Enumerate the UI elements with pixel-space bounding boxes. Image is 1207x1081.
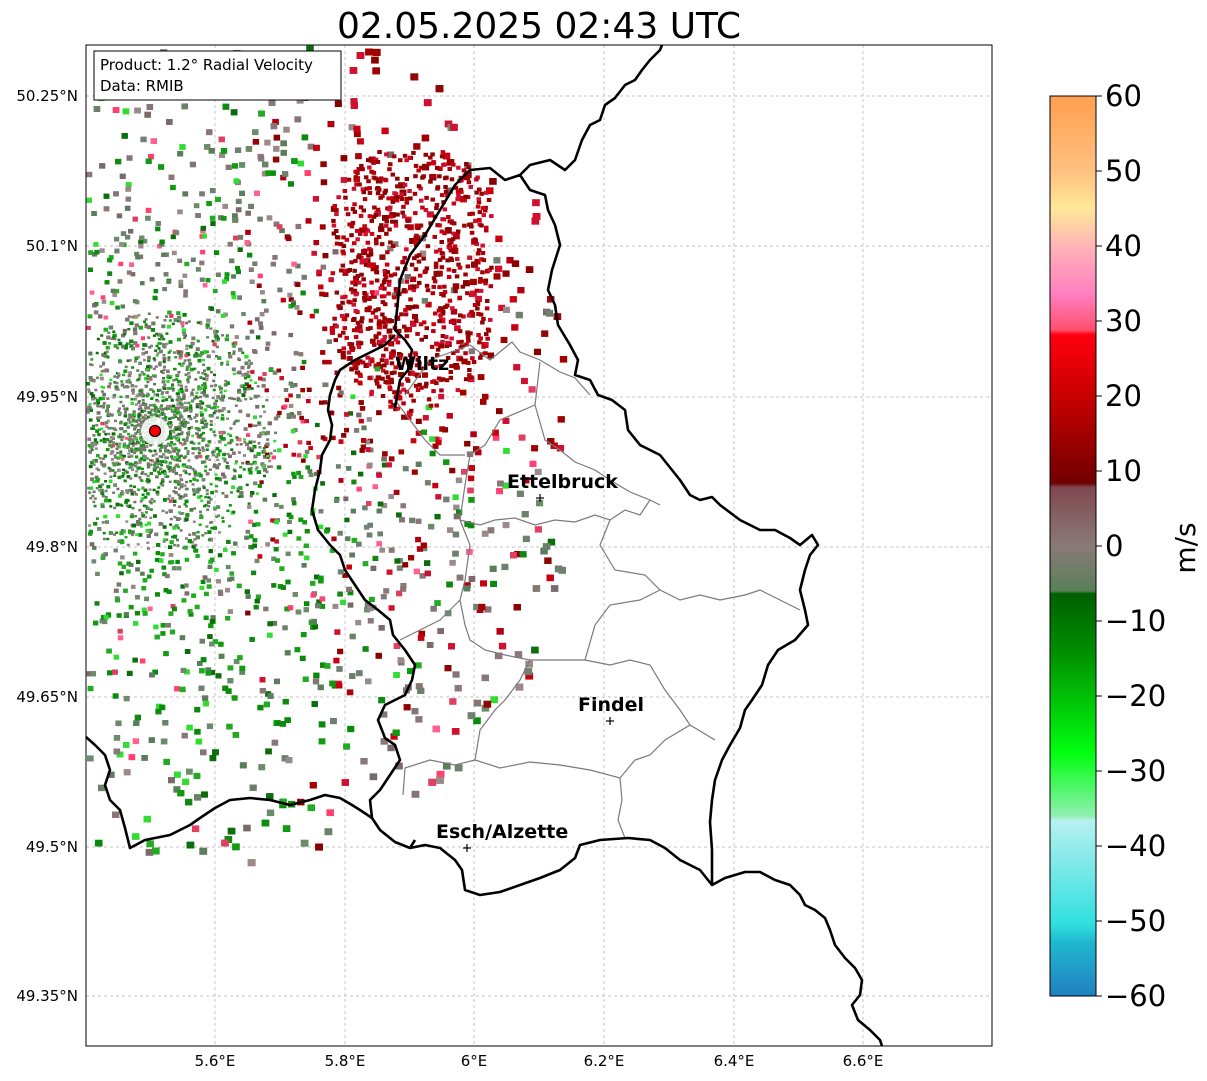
- lon-tick: 6.4°E: [714, 1052, 755, 1070]
- radar-echoes: [86, 45, 568, 867]
- radar-site-marker: [148, 424, 162, 438]
- city-label-findel: Findel: [578, 694, 644, 716]
- lat-tick: 49.65°N: [16, 688, 78, 706]
- info-product-text: Product: 1.2° Radial Velocity: [100, 56, 313, 74]
- colorbar-tick-label: −30: [1105, 754, 1166, 788]
- city-label-wiltz: Wiltz: [395, 353, 449, 375]
- colorbar-gradient: [1049, 95, 1097, 997]
- city-labels: Wiltz Ettelbruck Findel Esch/Alzette: [395, 353, 644, 852]
- longitude-ticks: 5.6°E 5.8°E 6°E 6.2°E 6.4°E 6.6°E: [195, 1052, 884, 1070]
- lat-tick: 49.35°N: [16, 987, 78, 1005]
- colorbar-tick-label: 30: [1105, 304, 1142, 338]
- lat-tick: 49.5°N: [26, 838, 78, 856]
- lat-tick: 50.25°N: [16, 87, 78, 105]
- colorbar-ticks: 60 50 40 30 20 10 0 −10 −20 −30 −40 −50 −60: [1096, 79, 1166, 1013]
- info-box: Product: 1.2° Radial Velocity Data: RMIB: [93, 50, 342, 101]
- colorbar-tick-label: 50: [1105, 154, 1142, 188]
- colorbar-tick-label: 20: [1105, 379, 1142, 413]
- colorbar-tick-label: −60: [1105, 979, 1166, 1013]
- lon-tick: 6.6°E: [843, 1052, 884, 1070]
- map-frame: [85, 44, 993, 1047]
- colorbar-tick-label: 10: [1105, 454, 1142, 488]
- lat-tick: 49.8°N: [26, 538, 78, 556]
- city-label-ettelbruck: Ettelbruck: [507, 471, 618, 493]
- colorbar-tick-label: 60: [1105, 79, 1142, 113]
- lat-tick: 50.1°N: [26, 237, 78, 255]
- national-borders: [85, 44, 884, 1047]
- map-area[interactable]: [86, 45, 992, 1046]
- city-markers: [463, 494, 614, 852]
- colorbar-tick-label: −40: [1105, 829, 1166, 863]
- colorbar: 60 50 40 30 20 10 0 −10 −20 −30 −40 −50 −60 m/s: [1049, 79, 1202, 1013]
- lon-tick: 5.8°E: [325, 1052, 366, 1070]
- lon-tick: 6.2°E: [584, 1052, 625, 1070]
- lat-tick: 49.95°N: [16, 388, 78, 406]
- colorbar-label: m/s: [1169, 522, 1202, 573]
- colorbar-tick-label: −50: [1105, 904, 1166, 938]
- lon-tick: 6°E: [461, 1052, 488, 1070]
- colorbar-tick-label: 0: [1105, 529, 1123, 563]
- colorbar-tick-label: −10: [1105, 604, 1166, 638]
- canton-boundaries: [394, 341, 801, 839]
- city-label-esch-alzette: Esch/Alzette: [436, 821, 568, 843]
- colorbar-tick-label: 40: [1105, 229, 1142, 263]
- colorbar-tick-label: −20: [1105, 679, 1166, 713]
- info-data-text: Data: RMIB: [100, 77, 184, 95]
- latitude-ticks: 50.25°N 50.1°N 49.95°N 49.8°N 49.65°N 49…: [16, 87, 78, 1005]
- map-title: 02.05.2025 02:43 UTC: [336, 6, 742, 47]
- lon-tick: 5.6°E: [195, 1052, 236, 1070]
